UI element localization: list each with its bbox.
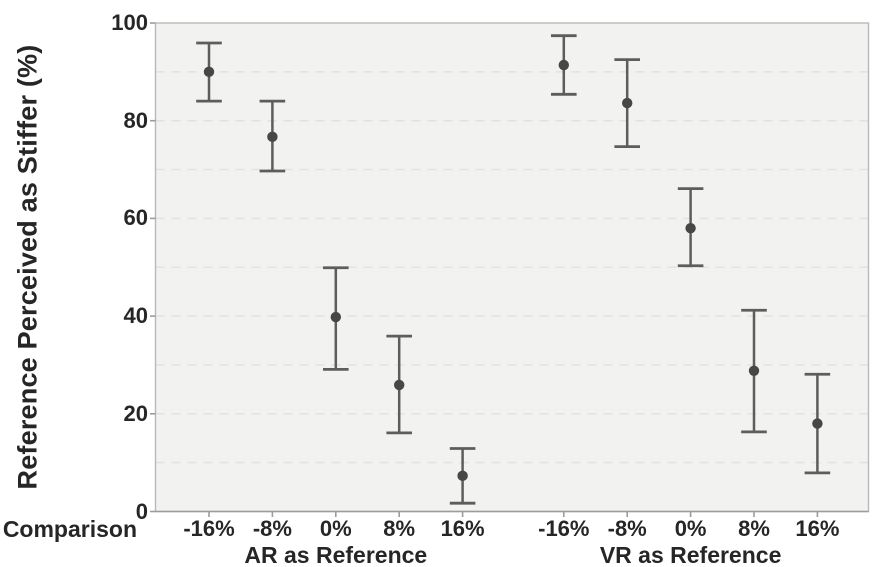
x-tick-label: 0% (674, 516, 707, 541)
y-tick-label: 80 (123, 107, 148, 133)
data-point (457, 470, 468, 482)
y-tick-label: 40 (123, 303, 148, 329)
x-tick-label: 8% (383, 516, 416, 541)
x-tick-label: -8% (252, 516, 292, 541)
data-point (203, 66, 215, 78)
data-point (812, 418, 823, 429)
group-label: VR as Reference (599, 542, 782, 567)
y-tick-label: 20 (123, 400, 148, 426)
data-point (685, 222, 696, 234)
x-tick-label: -8% (607, 516, 647, 541)
group-label: AR as Reference (244, 542, 428, 567)
data-point (394, 379, 405, 391)
x-tick-label: 8% (738, 516, 770, 541)
y-tick-label: 100 (111, 10, 148, 35)
x-axis-title: Comparison (2, 516, 137, 542)
x-tick-label: 0% (319, 516, 352, 541)
x-tick-label: 16% (440, 516, 485, 541)
x-tick-label: -16% (183, 516, 235, 541)
data-point (748, 365, 760, 377)
x-tick-label: -16% (538, 516, 590, 541)
data-point (622, 97, 633, 109)
y-tick-label: 60 (123, 205, 148, 231)
y-tick-label: 0 (135, 498, 148, 524)
data-point (330, 311, 341, 323)
x-tick-label: 16% (795, 516, 840, 541)
y-axis-title: Reference Perceived as Stiffer (%) (12, 44, 43, 490)
data-point (267, 131, 278, 143)
data-point (558, 59, 569, 71)
